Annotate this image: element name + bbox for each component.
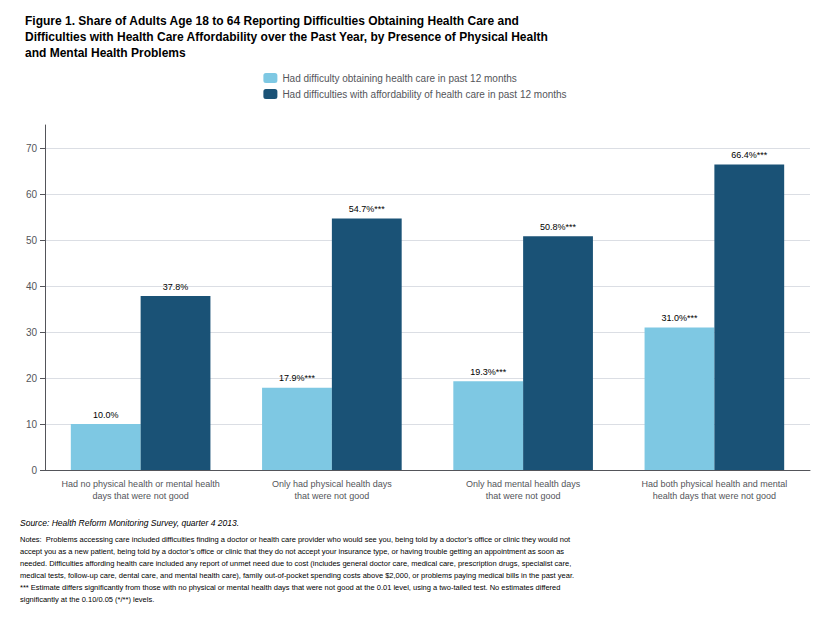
svg-text:10: 10 [26,419,38,430]
svg-text:*** Estimate differs significa: *** Estimate differs significantly from … [20,583,560,592]
svg-text:Had both physical health and m: Had both physical health and mental [642,479,788,489]
svg-text:37.8%: 37.8% [163,282,189,292]
svg-text:significantly at the 0.10/0.05: significantly at the 0.10/0.05 (*/**) le… [20,595,154,604]
svg-text:and Mental Health Problems: and Mental Health Problems [25,46,186,60]
svg-text:Had difficulty obtaining healt: Had difficulty obtaining health care in … [282,73,516,84]
svg-text:60: 60 [26,189,38,200]
svg-text:Source: Health Reform Monitori: Source: Health Reform Monitoring Survey,… [20,518,239,528]
svg-text:31.0%***: 31.0%*** [661,313,698,323]
svg-text:needed. Difficulties affording: needed. Difficulties affording health ca… [20,559,571,568]
svg-text:17.9%***: 17.9%*** [279,373,316,383]
svg-text:Had no physical health or ment: Had no physical health or mental health [62,479,220,489]
svg-text:19.3%***: 19.3%*** [470,367,507,377]
svg-text:Figure 1. Share of Adults Age: Figure 1. Share of Adults Age 18 to 64 R… [25,14,519,28]
svg-text:66.4%***: 66.4%*** [731,150,768,160]
svg-text:Only had physical health days: Only had physical health days [272,479,392,489]
svg-text:54.7%***: 54.7%*** [349,204,386,214]
svg-text:10.0%: 10.0% [93,410,119,420]
svg-text:Notes: Problems accessing car: Notes: Problems accessing care included … [20,535,571,544]
svg-text:30: 30 [26,327,38,338]
svg-text:days that were not good: days that were not good [93,491,189,501]
svg-text:0: 0 [31,465,37,476]
svg-text:accept you as a new patient, b: accept you as a new patient, being told … [20,547,564,556]
svg-text:medical tests, follow-up care,: medical tests, follow-up care, dental ca… [20,571,574,580]
svg-text:50: 50 [26,235,38,246]
svg-text:20: 20 [26,373,38,384]
svg-text:50.8%***: 50.8%*** [540,222,577,232]
svg-text:Had difficulties with affordab: Had difficulties with affordability of h… [282,89,566,100]
svg-text:40: 40 [26,281,38,292]
svg-text:Only had mental health days: Only had mental health days [466,479,581,489]
svg-text:that were not good: that were not good [295,491,370,501]
svg-text:Difficulties with Health Care: Difficulties with Health Care Affordabil… [25,30,548,44]
svg-text:that were not good: that were not good [486,491,561,501]
svg-text:70: 70 [26,143,38,154]
svg-text:health days that were not good: health days that were not good [653,491,776,501]
